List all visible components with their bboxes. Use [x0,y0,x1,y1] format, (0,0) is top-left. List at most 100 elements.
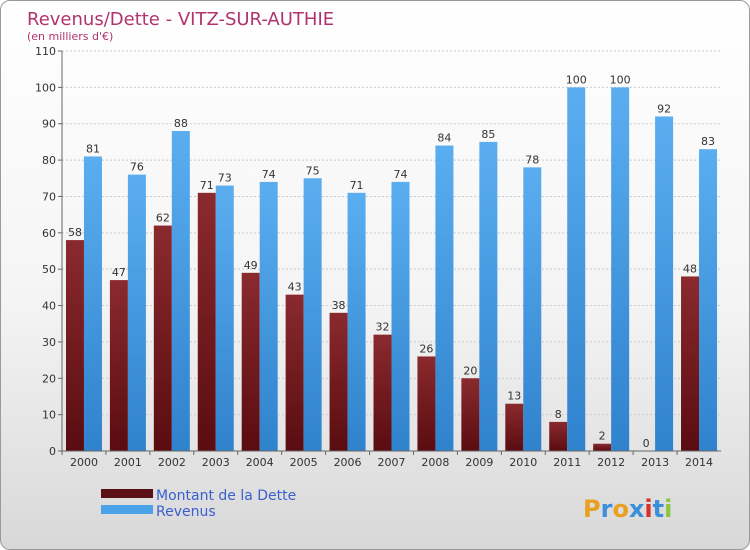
bar-revenus [699,149,718,451]
value-label-dette: 58 [68,226,82,239]
x-tick-label: 2009 [465,456,493,469]
bar-revenus [391,181,410,451]
value-label-dette: 20 [463,364,477,377]
value-label-dette: 32 [376,321,390,334]
bar-revenus [259,181,278,451]
legend: Montant de la Dette Revenus [101,488,296,520]
bar-dette [153,225,172,451]
bar-revenus [435,145,454,451]
bar-revenus [215,185,234,451]
bar-dette [109,280,128,451]
value-label-revenus: 75 [306,164,320,177]
bar-dette [285,294,304,451]
bar-revenus [303,178,322,452]
y-tick-label: 30 [42,336,56,349]
chart-title: Revenus/Dette - VITZ-SUR-AUTHIE [27,9,334,30]
y-tick-label: 50 [42,263,56,276]
bar-revenus [567,87,586,451]
x-tick-label: 2001 [114,456,142,469]
value-label-revenus: 100 [566,73,587,86]
bar-revenus [523,167,542,451]
value-label-dette: 26 [419,342,433,355]
legend-label-dette: Montant de la Dette [156,488,296,504]
x-tick-label: 2008 [421,456,449,469]
bar-dette [197,192,216,451]
x-tick-label: 2005 [290,456,318,469]
y-tick-label: 110 [35,45,56,58]
x-tick-label: 2003 [202,456,230,469]
value-label-revenus: 85 [481,128,495,141]
bar-dette [241,272,260,451]
y-tick-label: 90 [42,118,56,131]
x-tick-label: 2006 [334,456,362,469]
value-label-dette: 48 [683,262,697,275]
y-tick-label: 80 [42,154,56,167]
bar-revenus [347,192,366,451]
value-label-dette: 38 [332,299,346,312]
value-label-revenus: 92 [657,102,671,115]
x-tick-label: 2002 [158,456,186,469]
bar-dette [593,443,612,451]
y-tick-label: 40 [42,300,56,313]
value-label-revenus: 84 [437,132,451,145]
y-tick-label: 60 [42,227,56,240]
y-tick-label: 70 [42,190,56,203]
y-tick-label: 100 [35,81,56,94]
value-label-revenus: 71 [350,179,364,192]
proxiti-wordmark: Proxiti [583,495,672,523]
value-label-dette: 8 [555,408,562,421]
x-tick-label: 2012 [597,456,625,469]
y-tick-label: 20 [42,372,56,385]
value-label-revenus: 100 [610,73,631,86]
x-tick-label: 2013 [641,456,669,469]
value-label-dette: 13 [507,390,521,403]
value-label-dette: 2 [599,430,606,443]
x-tick-label: 2014 [685,456,713,469]
value-label-revenus: 83 [701,135,715,148]
value-label-revenus: 81 [86,142,100,155]
x-tick-label: 2000 [70,456,98,469]
value-label-dette: 0 [643,437,650,450]
legend-swatch-dette [101,489,153,498]
bar-revenus [83,156,102,452]
bar-dette [549,421,568,451]
value-label-dette: 43 [288,281,302,294]
bar-revenus [655,116,674,452]
bar-dette [329,312,348,451]
bar-revenus [479,141,498,451]
legend-label-revenus: Revenus [156,504,216,520]
value-label-revenus: 73 [218,172,232,185]
bar-dette [65,240,84,451]
legend-swatch-revenus [101,505,153,514]
bar-dette [461,378,480,451]
x-tick-label: 2011 [553,456,581,469]
y-tick-label: 0 [49,445,56,458]
x-tick-label: 2010 [509,456,537,469]
y-axis: 0 10 20 30 40 50 60 70 80 90 100 110 [35,45,63,458]
bar-revenus [127,174,146,452]
value-label-dette: 62 [156,212,170,225]
value-label-revenus: 74 [394,168,408,181]
bar-dette [505,403,524,451]
bar-dette [373,334,392,451]
value-label-dette: 49 [244,259,258,272]
value-label-revenus: 76 [130,161,144,174]
value-label-revenus: 78 [525,153,539,166]
bar-dette [681,276,700,451]
x-tick-label: 2004 [246,456,274,469]
bar-revenus [171,131,190,451]
value-label-dette: 47 [112,266,126,279]
y-tick-label: 10 [42,409,56,422]
value-label-dette: 71 [200,179,214,192]
x-tick-label: 2007 [378,456,406,469]
chart-subtitle: (en milliers d'€) [27,30,113,43]
bars: 5881477662887173497443753871327426842085… [65,73,718,452]
value-label-revenus: 74 [262,168,276,181]
proxiti-logo: Proxiti [583,495,672,523]
value-label-revenus: 88 [174,117,188,130]
bar-dette [417,356,436,451]
x-axis: 2000 2001 2002 2003 2004 2005 2006 2007 2008 2009… [61,450,721,469]
bar-revenus [611,87,630,451]
